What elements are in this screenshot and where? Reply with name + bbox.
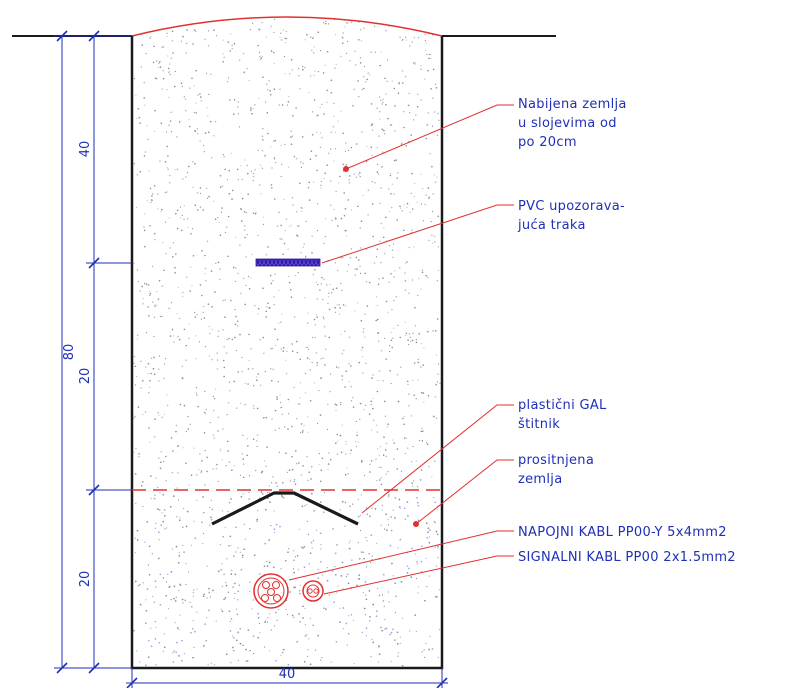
- leader-lines: [288, 104, 514, 595]
- dim-total-depth: 80: [62, 344, 77, 361]
- label-warning-tape: PVC upozorava- juća traka: [517, 199, 625, 233]
- label-sifted-soil-line-2: zemlja: [518, 472, 562, 487]
- signal-cable-cross-section: [302, 580, 324, 602]
- label-plastic-shield: plastični GAL štitnik: [518, 398, 607, 432]
- leader-power-cable: [288, 530, 514, 581]
- label-sifted-soil: prositnjena zemlja: [518, 453, 594, 487]
- marker-dot-compacted-soil: [343, 166, 349, 172]
- label-compacted-soil: Nabijena zemlja u slojevima od po 20cm: [518, 97, 627, 150]
- dim-trench-width: 40: [279, 667, 296, 682]
- label-plastic-shield-line-1: plastični GAL: [518, 398, 607, 413]
- label-compacted-soil-line-2: u slojevima od: [518, 116, 617, 131]
- leader-warning-tape: [321, 204, 514, 264]
- label-power-cable: NAPOJNI KABL PP00-Y 5x4mm2: [518, 525, 727, 540]
- dim-upper-layer: 40: [78, 141, 93, 158]
- leader-sifted-soil: [415, 459, 514, 525]
- leader-plastic-shield: [361, 404, 514, 514]
- trench-outline: [130, 36, 444, 670]
- dimension-ticks: [56, 30, 448, 688]
- dim-middle-layer: 20: [78, 368, 93, 385]
- dim-lower-layer: 20: [78, 571, 93, 588]
- pvc-warning-tape: [255, 258, 321, 267]
- label-plastic-shield-line-2: štitnik: [518, 417, 560, 432]
- label-sifted-soil-line-1: prositnjena: [518, 453, 594, 468]
- power-cable-cross-section: [253, 573, 289, 609]
- backfill-mound-arc: [131, 16, 443, 37]
- leader-compacted-soil: [345, 104, 514, 170]
- plastic-gal-shield: [211, 491, 359, 526]
- label-warning-tape-line-1: PVC upozorava-: [518, 199, 625, 214]
- label-compacted-soil-line-1: Nabijena zemlja: [518, 97, 627, 112]
- label-signal-cable: SIGNALNI KABL PP00 2x1.5mm2: [518, 550, 736, 565]
- label-compacted-soil-line-3: po 20cm: [518, 135, 577, 150]
- marker-dot-sifted-soil: [413, 521, 419, 527]
- dimension-lines: [54, 35, 448, 688]
- soil-fill: [133, 17, 441, 667]
- leader-signal-cable: [323, 555, 514, 595]
- label-warning-tape-line-2: juća traka: [517, 218, 586, 233]
